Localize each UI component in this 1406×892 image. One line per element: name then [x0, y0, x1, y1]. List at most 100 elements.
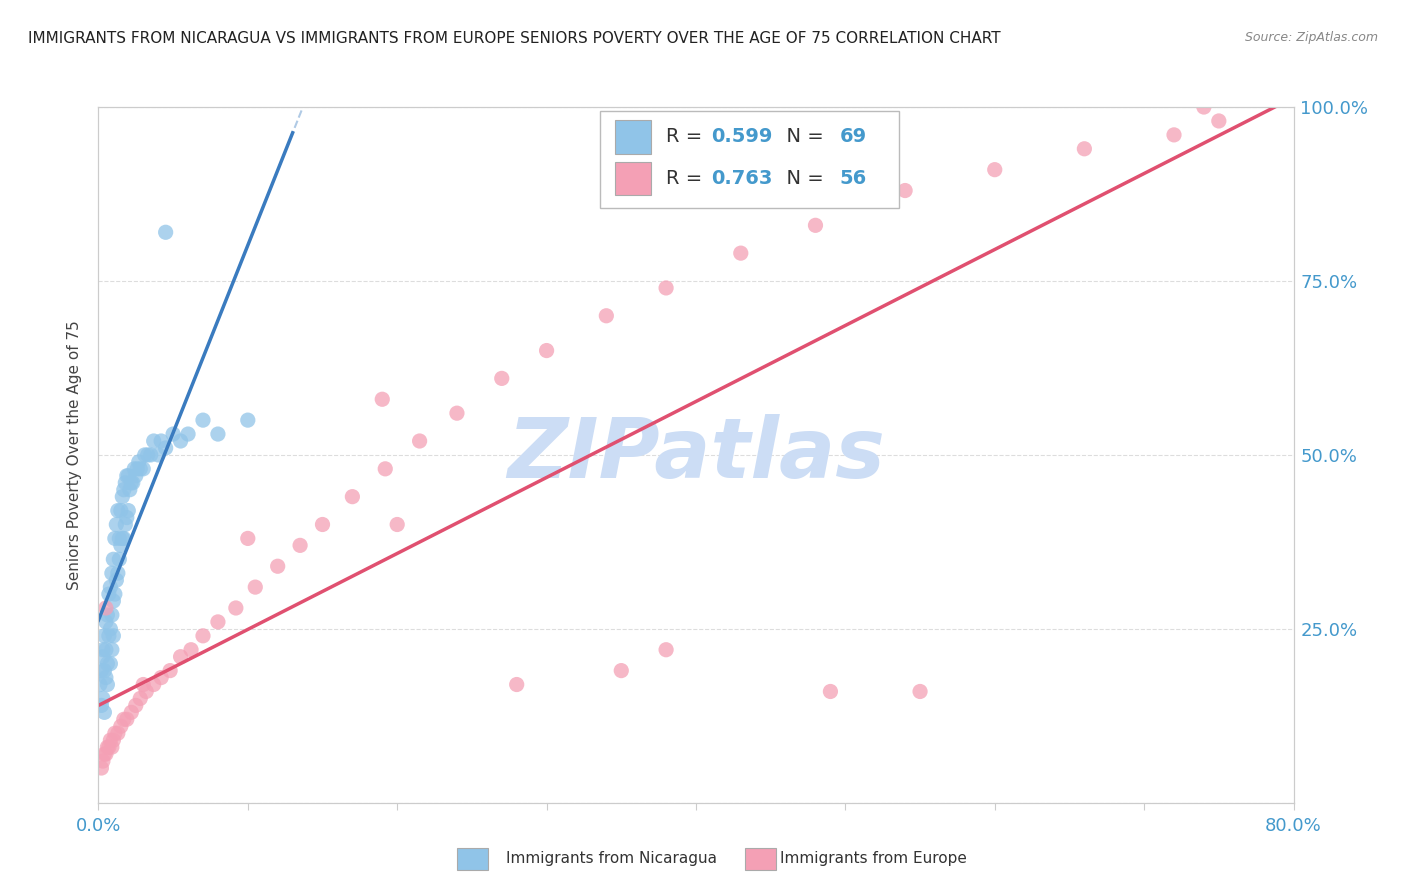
Point [97, 629, 120, 643]
Point [108, 552, 131, 566]
Point [159, 664, 181, 678]
Point [342, 490, 364, 504]
Point [132, 462, 155, 476]
Text: 69: 69 [839, 128, 866, 146]
Point [93, 664, 115, 678]
Point [118, 483, 141, 497]
Point [236, 532, 259, 546]
Point [177, 427, 200, 442]
Point [311, 517, 333, 532]
Point [894, 184, 917, 198]
Point [115, 510, 138, 524]
Point [491, 371, 513, 385]
Point [506, 677, 529, 691]
Point [127, 462, 149, 476]
Point [90, 761, 112, 775]
Point [101, 607, 124, 622]
Text: N =: N = [773, 128, 830, 146]
Point [374, 462, 396, 476]
Point [111, 532, 134, 546]
Point [288, 538, 311, 552]
Point [117, 503, 139, 517]
Point [117, 468, 139, 483]
Point [134, 448, 156, 462]
FancyBboxPatch shape [614, 162, 651, 195]
Point [1163, 128, 1185, 142]
Point [108, 532, 131, 546]
Point [110, 538, 132, 552]
Point [91, 691, 114, 706]
Point [90, 698, 112, 713]
Text: 0.763: 0.763 [711, 169, 773, 188]
Point [536, 343, 558, 358]
Point [207, 427, 229, 442]
Text: Immigrants from Nicaragua: Immigrants from Nicaragua [506, 851, 717, 865]
Point [96, 657, 118, 671]
Point [94, 601, 117, 615]
Point [98, 733, 122, 747]
Point [1208, 114, 1230, 128]
Point [120, 475, 142, 490]
Point [128, 455, 150, 469]
Point [1073, 142, 1095, 156]
Point [101, 642, 124, 657]
Point [112, 483, 135, 497]
Point [267, 559, 290, 574]
Point [94, 747, 117, 761]
Point [104, 587, 127, 601]
Point [155, 225, 177, 239]
Point [121, 475, 143, 490]
Point [730, 246, 752, 260]
Point [101, 740, 124, 755]
Point [98, 657, 122, 671]
Point [595, 309, 617, 323]
Y-axis label: Seniors Poverty Over the Age of 75: Seniors Poverty Over the Age of 75 [67, 320, 83, 590]
Point [105, 517, 128, 532]
Point [94, 671, 117, 685]
Point [96, 677, 118, 691]
Text: ZIPatlas: ZIPatlas [508, 415, 884, 495]
Point [103, 594, 125, 608]
Point [984, 162, 1007, 177]
Text: R =: R = [666, 169, 709, 188]
Point [135, 684, 157, 698]
Point [191, 629, 214, 643]
Point [408, 434, 430, 448]
Point [103, 733, 125, 747]
Point [169, 649, 191, 664]
Point [110, 503, 132, 517]
Text: R =: R = [666, 128, 709, 146]
Point [105, 573, 128, 587]
Point [96, 607, 118, 622]
Text: N =: N = [773, 169, 830, 188]
Point [96, 740, 118, 755]
Point [98, 580, 122, 594]
Point [91, 649, 114, 664]
Point [114, 475, 136, 490]
Point [245, 580, 267, 594]
Point [94, 642, 117, 657]
Point [112, 712, 135, 726]
Point [142, 434, 165, 448]
Point [150, 434, 173, 448]
Text: 56: 56 [839, 169, 866, 188]
Point [129, 462, 152, 476]
Point [98, 622, 122, 636]
Point [236, 413, 259, 427]
Point [225, 601, 247, 615]
Point [169, 434, 191, 448]
Point [125, 698, 148, 713]
Point [103, 552, 125, 566]
Text: Immigrants from Europe: Immigrants from Europe [780, 851, 967, 865]
Point [107, 726, 129, 740]
Point [125, 468, 148, 483]
Point [124, 462, 146, 476]
Text: IMMIGRANTS FROM NICARAGUA VS IMMIGRANTS FROM EUROPE SENIORS POVERTY OVER THE AGE: IMMIGRANTS FROM NICARAGUA VS IMMIGRANTS … [28, 31, 1001, 46]
Point [148, 448, 170, 462]
Point [103, 629, 125, 643]
Point [132, 677, 155, 691]
Point [111, 490, 134, 504]
Point [155, 441, 177, 455]
Point [180, 642, 202, 657]
Point [115, 712, 138, 726]
